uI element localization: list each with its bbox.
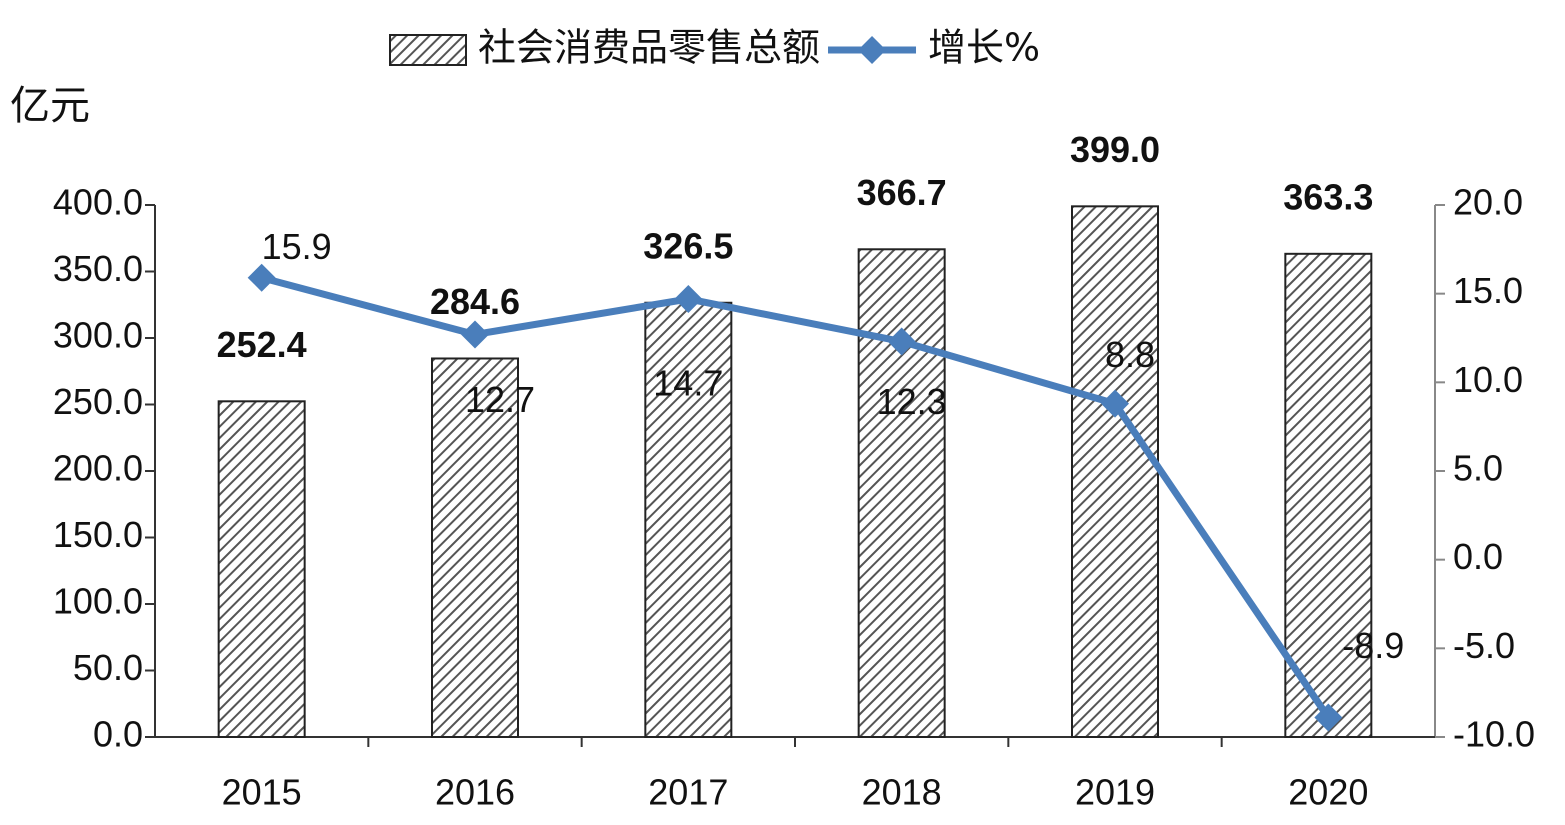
line-value-label: 15.9 xyxy=(262,226,332,267)
y-tick-label: 150.0 xyxy=(53,514,143,555)
y2-tick-label: -10.0 xyxy=(1453,714,1535,755)
x-tick-label: 2019 xyxy=(1075,772,1155,813)
bar-value-label: 399.0 xyxy=(1070,129,1160,170)
x-tick-label: 2017 xyxy=(648,772,728,813)
y-tick-label: 200.0 xyxy=(53,448,143,489)
legend-label: 社会消费品零售总额 xyxy=(478,26,820,70)
y2-tick-label: 5.0 xyxy=(1453,448,1503,489)
y2-tick-label: 20.0 xyxy=(1453,182,1523,223)
bar xyxy=(217,400,306,738)
bar-value-label: 252.4 xyxy=(217,324,307,365)
y2-tick-label: 15.0 xyxy=(1453,270,1523,311)
y-tick-label: 400.0 xyxy=(53,182,143,223)
bar xyxy=(431,357,519,738)
bar-value-label: 363.3 xyxy=(1283,176,1373,217)
line-marker xyxy=(461,320,489,349)
bar xyxy=(1071,205,1159,738)
bar xyxy=(1284,252,1373,738)
legend-label: 增长% xyxy=(928,26,1040,70)
line-marker xyxy=(1101,389,1129,418)
bar xyxy=(857,248,946,738)
line-value-label: 12.3 xyxy=(877,381,947,422)
x-tick-label: 2015 xyxy=(222,772,302,813)
bar-value-label: 326.5 xyxy=(643,225,733,266)
line-value-label: 12.7 xyxy=(465,379,535,420)
line-value-label: 8.8 xyxy=(1105,334,1155,375)
line-marker xyxy=(1314,703,1343,732)
line-marker xyxy=(887,327,916,356)
line-marker xyxy=(247,263,276,292)
line-marker xyxy=(674,284,703,313)
y2-tick-label: -5.0 xyxy=(1453,625,1515,666)
y-tick-label: 50.0 xyxy=(73,647,143,688)
x-tick-label: 2018 xyxy=(862,772,942,813)
y-tick-label: 100.0 xyxy=(53,581,143,622)
y2-tick-label: 0.0 xyxy=(1453,536,1503,577)
y-tick-label: 250.0 xyxy=(53,381,143,422)
line-value-label: 14.7 xyxy=(653,363,723,404)
y-tick-label: 300.0 xyxy=(53,315,143,356)
legend-swatch xyxy=(389,34,467,66)
x-tick-label: 2020 xyxy=(1288,772,1368,813)
legend-marker xyxy=(858,36,887,64)
y-tick-label: 0.0 xyxy=(93,714,143,755)
line xyxy=(260,274,1332,720)
bar-value-label: 366.7 xyxy=(857,172,947,213)
y-tick-label: 350.0 xyxy=(53,248,143,289)
x-tick-label: 2016 xyxy=(435,772,515,813)
line-value-label: -8.9 xyxy=(1342,625,1404,666)
y-axis-unit: 亿元 xyxy=(10,83,90,129)
bar-value-label: 284.6 xyxy=(430,281,520,322)
y2-tick-label: 10.0 xyxy=(1453,359,1523,400)
bar xyxy=(644,301,733,738)
